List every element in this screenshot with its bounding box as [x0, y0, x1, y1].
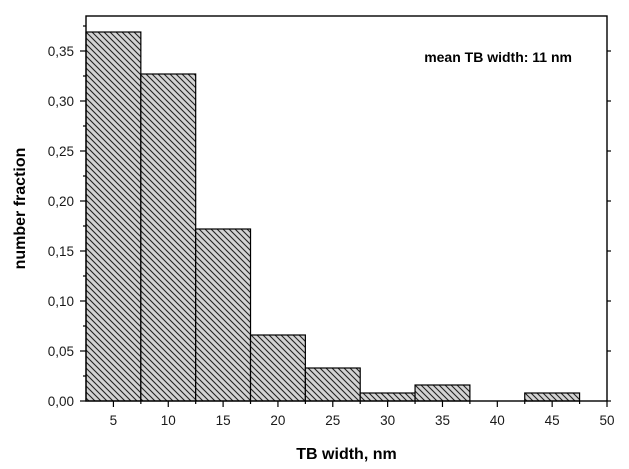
bar-30: [359, 392, 416, 402]
y-tick-label-2: 0,10: [48, 294, 74, 309]
x-tick-label-25: 25: [325, 413, 340, 428]
bar-5: [85, 31, 142, 402]
axis-ticks: 5 10 15 20 25 30 35 40 45 50 0,00 0,05 0,10 0,15 0,20 0…: [48, 25, 615, 428]
x-tick-label-40: 40: [490, 413, 505, 428]
y-tick-label-6: 0,30: [48, 94, 74, 109]
bar-35: [414, 384, 471, 402]
y-tick-label-7: 0,35: [48, 44, 74, 59]
bar-25: [304, 367, 361, 402]
y-tick-label-0: 0,00: [48, 394, 74, 409]
x-tick-label-5: 5: [110, 413, 118, 428]
x-axis-title: TB width, nm: [296, 446, 396, 463]
y-tick-label-5: 0,25: [48, 144, 74, 159]
x-tick-label-30: 30: [380, 413, 395, 428]
x-tick-label-45: 45: [545, 413, 560, 428]
x-tick-label-10: 10: [161, 413, 176, 428]
mean-annotation: mean TB width: 11 nm: [424, 49, 572, 65]
x-tick-label-35: 35: [435, 413, 450, 428]
x-tick-label-50: 50: [599, 413, 614, 428]
y-tick-label-1: 0,05: [48, 344, 74, 359]
y-tick-label-4: 0,20: [48, 194, 74, 209]
bar-45: [524, 392, 581, 402]
y-tick-label-3: 0,15: [48, 244, 74, 259]
bar-15: [195, 228, 252, 402]
y-axis-title: number fraction: [12, 148, 29, 270]
bars: [85, 31, 581, 402]
bar-20: [249, 334, 306, 402]
bar-10: [140, 73, 197, 402]
plot-frame: [85, 15, 608, 402]
x-tick-label-20: 20: [270, 413, 285, 428]
x-tick-label-15: 15: [216, 413, 231, 428]
